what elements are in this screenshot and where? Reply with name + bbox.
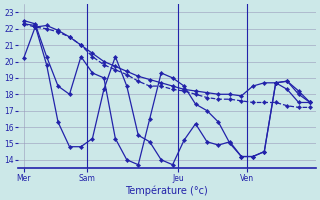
X-axis label: Température (°c): Température (°c)	[125, 185, 208, 196]
